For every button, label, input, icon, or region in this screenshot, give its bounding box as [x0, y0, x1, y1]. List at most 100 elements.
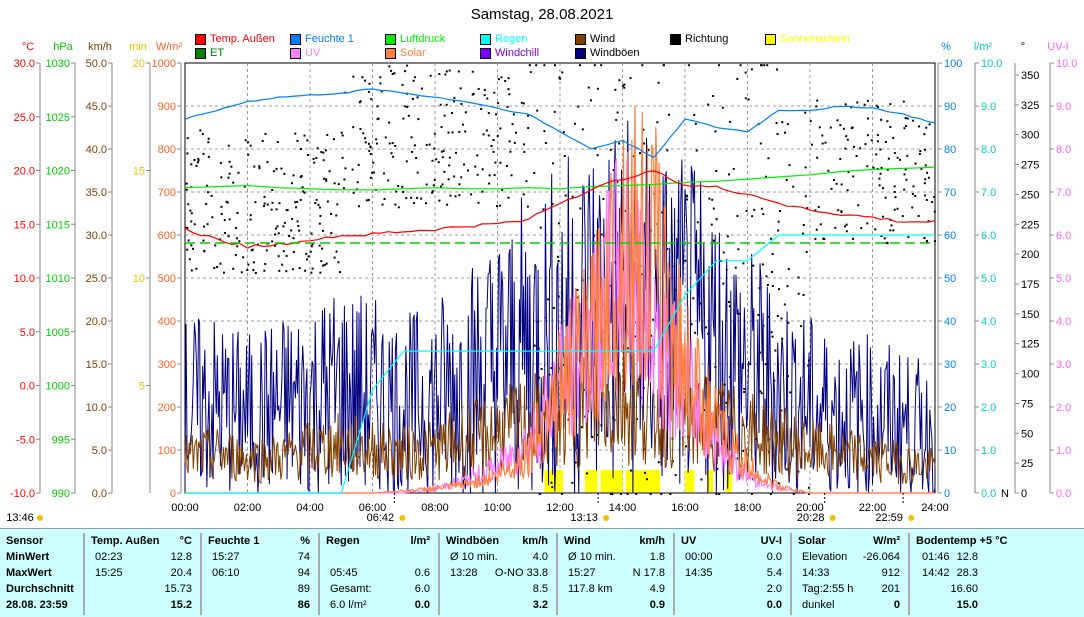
direction-point [252, 269, 255, 272]
direction-point [690, 323, 693, 326]
y-tick-label: 30.0 [86, 230, 107, 242]
direction-point [420, 197, 423, 200]
direction-point [310, 271, 313, 274]
direction-point [911, 193, 914, 196]
y-tick-label: 700 [158, 187, 176, 199]
y-axis-unit: km/h [88, 41, 112, 53]
stats-value: 28.3 [956, 567, 978, 579]
direction-point [896, 156, 899, 159]
direction-point [840, 210, 843, 213]
direction-point [635, 493, 638, 495]
legend-label: Feuchte 1 [305, 33, 354, 45]
direction-point [439, 185, 442, 188]
stats-row: 05:45 0.6 [320, 565, 438, 581]
stats-column: Feuchte 1% 15:27 74 06:10 94 89 86 [202, 533, 320, 615]
direction-point [643, 448, 646, 451]
direction-point [789, 391, 792, 394]
direction-point [341, 134, 344, 137]
direction-point [905, 178, 908, 181]
stats-label: Feuchte 1 [208, 535, 260, 547]
stats-value: 912 [881, 567, 900, 579]
direction-point [266, 203, 269, 206]
direction-point [285, 254, 288, 257]
stats-value: 89 [297, 583, 310, 595]
stats-row: 13:28 O-NO 33.8 [440, 565, 556, 581]
direction-point [202, 152, 205, 155]
direction-point [864, 143, 867, 146]
direction-point [750, 68, 753, 71]
direction-point [446, 203, 449, 206]
direction-point [303, 134, 306, 137]
direction-point [193, 159, 196, 162]
stats-column: Bodentemp +5 °C 01:46 12.8 14:42 28.3 16.60 15… [910, 533, 1030, 615]
direction-point [778, 288, 781, 291]
direction-point [406, 105, 409, 108]
direction-point [381, 203, 384, 206]
direction-point [294, 132, 297, 135]
direction-point [431, 159, 434, 162]
direction-point [527, 127, 530, 130]
stats-row: 15:27 N 17.8 [558, 565, 673, 581]
y-tick-label: 10.0 [1056, 58, 1077, 70]
direction-point [734, 266, 737, 269]
direction-point [483, 88, 486, 91]
direction-point [529, 71, 532, 74]
direction-point [822, 237, 825, 240]
direction-point [542, 208, 545, 211]
direction-point [273, 244, 276, 247]
direction-point [553, 110, 556, 113]
direction-point [414, 76, 417, 79]
direction-point [512, 113, 515, 116]
direction-point [715, 170, 718, 173]
direction-point [710, 223, 713, 226]
stats-label: 6.0 l/m² [330, 599, 367, 611]
direction-point [185, 188, 188, 191]
direction-point [510, 174, 513, 177]
y-tick-label: 900 [158, 101, 176, 113]
direction-point [844, 147, 847, 150]
direction-point [564, 194, 567, 197]
direction-point [718, 493, 721, 495]
y-tick-label: 500 [158, 273, 176, 285]
direction-point [775, 121, 778, 124]
direction-point [612, 169, 615, 172]
direction-point [377, 117, 380, 120]
direction-point [750, 493, 753, 495]
direction-point [924, 148, 927, 151]
direction-point [770, 270, 773, 273]
direction-point [732, 167, 735, 170]
legend-label: UV [305, 47, 321, 59]
direction-point [815, 228, 818, 231]
direction-point [296, 220, 299, 223]
sun-icon [399, 515, 406, 521]
stats-label: 14:33 [802, 567, 830, 579]
direction-point [896, 207, 899, 210]
direction-point [281, 263, 284, 266]
direction-point [444, 73, 447, 76]
direction-point [712, 95, 715, 98]
direction-point [539, 226, 542, 229]
direction-point [482, 133, 485, 136]
direction-point [536, 109, 539, 112]
direction-point [533, 344, 536, 347]
direction-point [736, 457, 739, 460]
direction-point [370, 98, 373, 101]
direction-point [557, 259, 560, 262]
direction-point [771, 285, 774, 288]
x-tick-label: 10:00 [484, 502, 512, 514]
direction-point [197, 157, 200, 160]
direction-point [227, 176, 230, 179]
stats-label: 05:45 [330, 567, 358, 579]
direction-point [600, 64, 603, 67]
direction-point [447, 178, 450, 181]
stats-label: dunkel [802, 599, 835, 611]
direction-point [880, 118, 883, 121]
direction-point [288, 235, 291, 238]
direction-point [190, 220, 193, 223]
direction-point [235, 226, 238, 229]
direction-point [459, 87, 462, 90]
direction-point [249, 214, 252, 217]
direction-point [786, 285, 789, 288]
stats-header: Windböen km/h [440, 533, 556, 549]
direction-point [340, 131, 343, 134]
